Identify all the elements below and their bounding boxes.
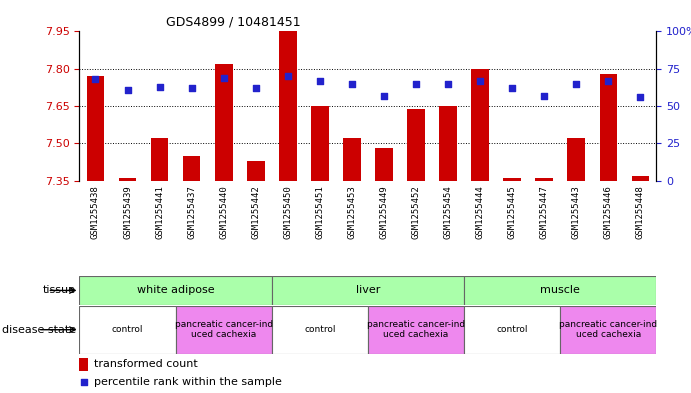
- Bar: [272, 276, 464, 305]
- Point: [154, 84, 165, 90]
- Bar: [439, 106, 457, 181]
- Point: [379, 92, 390, 99]
- Bar: [311, 106, 329, 181]
- Bar: [464, 306, 560, 354]
- Text: GSM1255453: GSM1255453: [348, 185, 357, 239]
- Bar: [79, 276, 272, 305]
- Bar: [183, 156, 200, 181]
- Bar: [503, 178, 521, 181]
- Text: liver: liver: [356, 285, 380, 296]
- Point: [186, 85, 197, 91]
- Bar: [79, 306, 176, 354]
- Text: GSM1255449: GSM1255449: [379, 185, 388, 239]
- Text: GSM1255444: GSM1255444: [475, 185, 484, 239]
- Text: GSM1255450: GSM1255450: [283, 185, 292, 239]
- Point: [218, 75, 229, 81]
- Text: GSM1255442: GSM1255442: [252, 185, 261, 239]
- Text: GSM1255438: GSM1255438: [91, 185, 100, 239]
- Point: [442, 81, 453, 87]
- Text: GSM1255452: GSM1255452: [412, 185, 421, 239]
- Text: percentile rank within the sample: percentile rank within the sample: [94, 377, 282, 387]
- Text: GSM1255446: GSM1255446: [604, 185, 613, 239]
- Point: [122, 86, 133, 93]
- Point: [314, 77, 325, 84]
- Text: GSM1255437: GSM1255437: [187, 185, 196, 239]
- Bar: [279, 31, 296, 181]
- Bar: [176, 306, 272, 354]
- Text: tissue: tissue: [43, 285, 76, 296]
- Text: pancreatic cancer-ind
uced cachexia: pancreatic cancer-ind uced cachexia: [367, 320, 465, 340]
- Text: transformed count: transformed count: [94, 359, 198, 369]
- Text: GSM1255441: GSM1255441: [155, 185, 164, 239]
- Bar: [272, 306, 368, 354]
- Point: [571, 81, 582, 87]
- Bar: [471, 69, 489, 181]
- Text: GSM1255440: GSM1255440: [219, 185, 228, 239]
- Point: [346, 81, 357, 87]
- Point: [603, 77, 614, 84]
- Bar: [375, 149, 392, 181]
- Bar: [79, 358, 88, 371]
- Text: muscle: muscle: [540, 285, 580, 296]
- Bar: [86, 76, 104, 181]
- Text: control: control: [304, 325, 336, 334]
- Text: GSM1255443: GSM1255443: [572, 185, 581, 239]
- Bar: [119, 178, 136, 181]
- Text: control: control: [112, 325, 143, 334]
- Bar: [560, 306, 656, 354]
- Text: control: control: [496, 325, 528, 334]
- Text: GSM1255447: GSM1255447: [540, 185, 549, 239]
- Point: [258, 303, 269, 309]
- Bar: [632, 176, 650, 181]
- Point: [90, 76, 101, 83]
- Bar: [151, 138, 169, 181]
- Point: [475, 77, 486, 84]
- Text: disease state: disease state: [2, 325, 76, 335]
- Text: GSM1255451: GSM1255451: [315, 185, 324, 239]
- Text: white adipose: white adipose: [137, 285, 214, 296]
- Bar: [600, 74, 617, 181]
- Point: [250, 85, 261, 91]
- Text: pancreatic cancer-ind
uced cachexia: pancreatic cancer-ind uced cachexia: [175, 320, 273, 340]
- Text: GSM1255445: GSM1255445: [508, 185, 517, 239]
- Text: GDS4899 / 10481451: GDS4899 / 10481451: [166, 16, 301, 29]
- Bar: [247, 161, 265, 181]
- Text: GSM1255454: GSM1255454: [444, 185, 453, 239]
- Bar: [407, 108, 425, 181]
- Point: [539, 92, 550, 99]
- Bar: [567, 138, 585, 181]
- Point: [507, 85, 518, 91]
- Bar: [464, 276, 656, 305]
- Bar: [368, 306, 464, 354]
- Point: [283, 73, 294, 79]
- Point: [410, 81, 422, 87]
- Text: pancreatic cancer-ind
uced cachexia: pancreatic cancer-ind uced cachexia: [559, 320, 657, 340]
- Bar: [215, 64, 233, 181]
- Text: GSM1255448: GSM1255448: [636, 185, 645, 239]
- Bar: [343, 138, 361, 181]
- Point: [635, 94, 646, 100]
- Text: GSM1255439: GSM1255439: [123, 185, 132, 239]
- Bar: [536, 178, 553, 181]
